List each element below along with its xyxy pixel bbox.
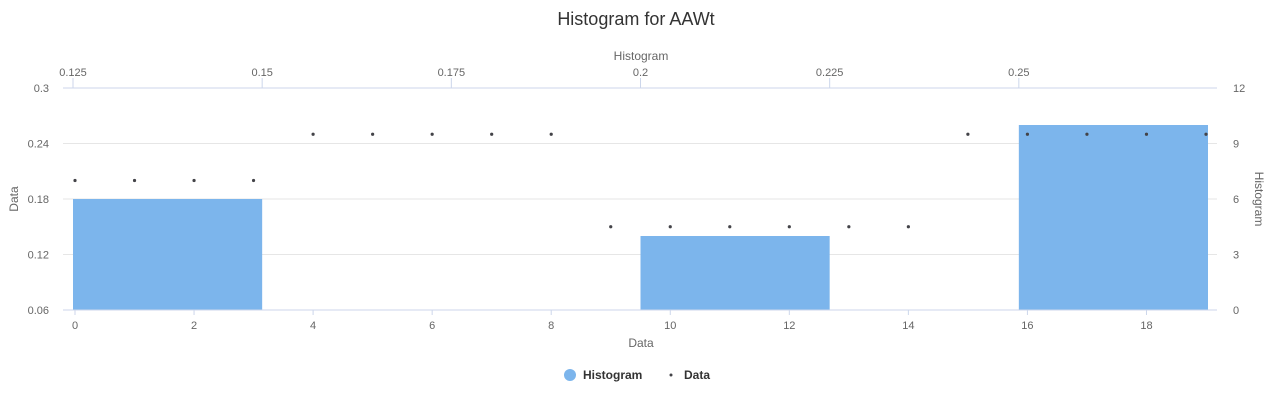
histogram-bar[interactable] bbox=[1018, 125, 1208, 310]
data-point[interactable] bbox=[549, 132, 553, 136]
data-point[interactable] bbox=[966, 132, 970, 136]
x-bottom-tick-label: 14 bbox=[902, 320, 914, 332]
x-top-tick-label: 0.175 bbox=[438, 67, 466, 79]
data-point[interactable] bbox=[1025, 132, 1030, 136]
data-point[interactable] bbox=[906, 225, 910, 229]
data-point[interactable] bbox=[1204, 132, 1208, 136]
x-bottom-tick-label: 18 bbox=[1140, 320, 1152, 332]
data-point[interactable] bbox=[73, 178, 77, 183]
y-left-tick-label: 0.18 bbox=[28, 194, 49, 206]
chart-title: Histogram for AAWt bbox=[557, 9, 714, 29]
data-point[interactable] bbox=[192, 178, 196, 183]
x-bottom-tick-label: 12 bbox=[783, 320, 795, 332]
legend-histogram-marker bbox=[564, 369, 576, 381]
y-left-tick-label: 0.24 bbox=[28, 139, 49, 151]
x-bottom-axis-title: Data bbox=[628, 336, 654, 350]
y-left-tick-label: 0.3 bbox=[34, 83, 49, 95]
legend-data-marker bbox=[669, 373, 673, 377]
data-point[interactable] bbox=[787, 225, 791, 229]
y-right-tick-label: 0 bbox=[1233, 305, 1239, 317]
legend-histogram-label: Histogram bbox=[583, 368, 642, 382]
x-top-tick-label: 0.125 bbox=[59, 67, 87, 79]
x-bottom-tick-label: 0 bbox=[72, 320, 78, 332]
legend-item-histogram[interactable]: Histogram bbox=[564, 368, 642, 382]
data-point[interactable] bbox=[430, 132, 434, 136]
data-points bbox=[73, 132, 1208, 229]
x-bottom-tick-label: 4 bbox=[310, 320, 316, 332]
data-point[interactable] bbox=[847, 225, 851, 229]
data-point[interactable] bbox=[668, 225, 672, 229]
x-top-tick-label: 0.25 bbox=[1008, 67, 1029, 79]
y-left-tick-label: 0.06 bbox=[28, 305, 49, 317]
data-point[interactable] bbox=[1085, 132, 1089, 136]
y-left-axis-title: Data bbox=[7, 186, 21, 212]
y-right-tick-label: 6 bbox=[1233, 194, 1239, 206]
data-point[interactable] bbox=[311, 132, 315, 136]
legend-item-data[interactable]: Data bbox=[669, 368, 711, 382]
x-top-tick-label: 0.15 bbox=[251, 67, 272, 79]
data-point[interactable] bbox=[728, 225, 732, 229]
legend-data-label: Data bbox=[684, 368, 710, 382]
data-point[interactable] bbox=[251, 178, 256, 183]
y-right-axis-title: Histogram bbox=[1252, 172, 1266, 227]
y-right-tick-label: 12 bbox=[1233, 83, 1245, 95]
histogram-bars bbox=[73, 125, 1208, 310]
x-top-tick-label: 0.225 bbox=[816, 67, 844, 79]
x-top-tick-label: 0.2 bbox=[633, 67, 648, 79]
data-point[interactable] bbox=[1144, 132, 1149, 136]
x-bottom-tick-label: 16 bbox=[1021, 320, 1033, 332]
x-bottom-tick-label: 10 bbox=[664, 320, 676, 332]
x-bottom-tick-label: 6 bbox=[429, 320, 435, 332]
data-point[interactable] bbox=[609, 225, 613, 229]
data-point[interactable] bbox=[132, 178, 137, 183]
y-right-tick-label: 9 bbox=[1233, 139, 1239, 151]
histogram-bar[interactable] bbox=[73, 199, 263, 310]
x-bottom-tick-label: 2 bbox=[191, 320, 197, 332]
histogram-bar[interactable] bbox=[640, 236, 830, 310]
data-point[interactable] bbox=[490, 132, 494, 136]
y-right-tick-label: 3 bbox=[1233, 250, 1239, 262]
legend: Histogram Data bbox=[564, 368, 710, 382]
x-top-axis-title: Histogram bbox=[614, 49, 669, 63]
data-point[interactable] bbox=[371, 132, 375, 136]
x-bottom-tick-label: 8 bbox=[548, 320, 554, 332]
y-left-tick-label: 0.12 bbox=[28, 250, 49, 262]
